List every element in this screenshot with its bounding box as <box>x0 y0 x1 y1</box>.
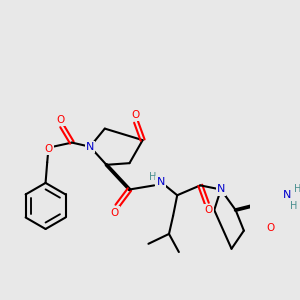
Text: N: N <box>86 142 94 152</box>
Text: O: O <box>204 205 213 215</box>
Text: N: N <box>283 190 291 200</box>
Text: N: N <box>217 184 225 194</box>
Text: H: H <box>294 184 300 194</box>
Text: O: O <box>45 144 53 154</box>
Text: O: O <box>56 115 64 124</box>
Text: O: O <box>131 110 140 120</box>
Text: H: H <box>290 201 298 211</box>
Text: O: O <box>111 208 119 218</box>
Text: N: N <box>157 177 165 187</box>
Text: O: O <box>266 223 274 233</box>
Text: H: H <box>149 172 156 182</box>
